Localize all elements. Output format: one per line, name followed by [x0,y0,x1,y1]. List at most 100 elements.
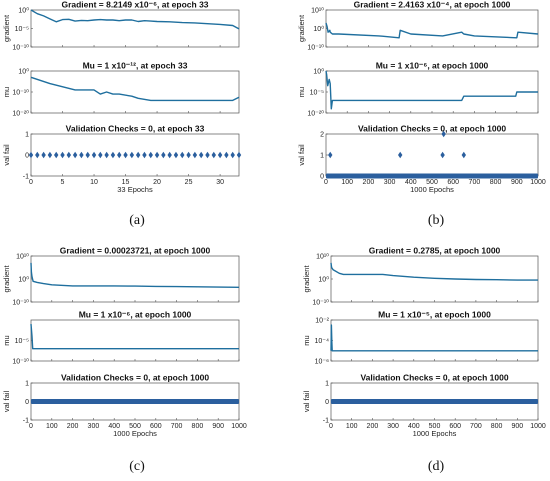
validation-marker [205,151,210,159]
x-tick-label: 0 [29,423,33,430]
panel-label: (a) [129,213,145,228]
x-tick-label: 800 [192,423,204,430]
validation-marker [91,151,97,159]
subplot-validation: Validation Checks = 0, at epoch 1000 val … [302,373,546,439]
y-tick-label: -1 [23,174,29,181]
subplot-mu: Mu = 1 x10⁻⁵, at epoch 1000 mu 10⁻² 10⁻⁴ 10⁻… [302,310,539,366]
subplot-title: Gradient = 2.4163 x10⁻⁴, at epoch 1000 [354,0,511,10]
validation-marker-band [31,399,239,404]
x-tick-label: 800 [491,423,503,430]
x-tick-label: 300 [387,423,399,430]
series-line-gradient [30,9,240,30]
validation-marker [161,151,166,159]
y-axis-label: gradient [297,14,306,42]
subplot-title: Validation Checks = 0, at epoch 1000 [360,373,508,383]
y-axis-label: mu [2,335,11,345]
y-tick-label: 10⁻¹⁰ [12,44,29,52]
validation-marker [148,151,153,159]
x-tick-label: 900 [212,423,224,430]
y-tick-label: 2 [320,132,324,139]
subplot-title: Mu = 1 x10⁻⁶, at epoch 1000 [79,310,192,320]
validation-marker-band [331,399,538,404]
y-tick-label: 10¹⁰ [16,253,29,261]
y-tick-label: 0 [320,174,324,181]
subplot-mu: Mu = 1 x10⁻¹², at epoch 33 mu 10⁰ 10⁻¹⁰ 10⁻²… [2,61,240,118]
x-tick-label: 200 [67,423,79,430]
subplot-title: Validation Checks = 0, at epoch 1000 [61,373,209,383]
y-tick-label: 10⁻¹⁰ [12,89,29,97]
x-tick-label: 500 [129,423,141,430]
x-tick-label: 100 [46,423,58,430]
x-tick-label: 30 [216,179,224,186]
y-tick-label: 1 [320,153,324,160]
series-line-gradient [325,22,539,39]
validation-marker [230,151,235,159]
subplot-title: Mu = 1 x10⁻¹², at epoch 33 [83,61,188,71]
x-tick-label: 1000 [530,423,546,430]
x-tick-label: 1000 [231,423,247,430]
x-tick-label: 15 [122,179,130,186]
validation-marker [28,151,34,159]
x-axis-label: 1000 Epochs [410,185,454,194]
validation-marker [129,151,135,159]
validation-marker [398,151,403,159]
chart-panel-b: Gradient = 2.4163 x10⁻⁴, at epoch 1000 gr… [297,0,546,228]
validation-marker [154,151,160,159]
y-tick-label: 0 [25,153,29,160]
x-tick-label: 400 [408,423,420,430]
axes-frame [325,9,539,48]
subplot-gradient: Gradient = 8.2149 x10⁻⁶, at epoch 33 grad… [2,0,240,52]
validation-marker [135,151,141,159]
x-tick-label: 200 [363,179,375,186]
validation-marker [461,151,466,159]
y-tick-label: 10⁻²⁰ [12,110,29,118]
y-tick-label: 0 [325,399,329,406]
validation-marker [117,151,122,159]
axes-frame [325,133,539,177]
validation-marker [224,151,229,159]
x-tick-label: 600 [447,179,459,186]
series-line-mu [325,70,538,110]
x-tick-label: 700 [171,423,183,430]
validation-marker [186,151,191,159]
y-axis-label: val fail [297,144,306,166]
y-tick-label: 10⁻⁵ [310,90,324,97]
x-axis-label: 33 Epochs [117,185,153,194]
chart-panel-d: Gradient = 0.2785, at epoch 1000 gradient… [302,246,546,475]
validation-marker [98,151,103,159]
x-tick-label: 0 [29,179,33,186]
subplot-mu: Mu = 1 x10⁻⁶, at epoch 1000 mu 10⁻⁵ 10⁻¹⁰ [2,310,240,366]
validation-marker [217,151,223,159]
series-line-mu [30,76,240,102]
subplot-gradient: Gradient = 0.00023721, at epoch 1000 grad… [2,246,240,307]
subplot-title: Gradient = 0.2785, at epoch 1000 [369,246,501,256]
y-tick-label: 1 [325,381,329,388]
subplot-mu: Mu = 1 x10⁻⁶, at epoch 1000 mu 10⁰ 10⁻⁵ 10⁻²… [297,61,539,118]
validation-marker [47,151,53,159]
x-tick-label: 400 [108,423,120,430]
y-axis-label: mu [302,335,311,345]
y-tick-label: 10⁻² [315,318,329,325]
y-tick-label: 10⁻⁶ [315,359,329,366]
x-tick-label: 0 [324,179,328,186]
x-tick-label: 600 [449,423,461,430]
y-tick-label: -1 [23,418,29,425]
x-tick-label: 1000 [530,179,546,186]
validation-marker [72,151,78,159]
validation-marker [236,151,242,159]
x-tick-label: 100 [346,423,358,430]
chart-panel-c: Gradient = 0.00023721, at epoch 1000 grad… [2,246,247,475]
validation-marker [123,151,128,159]
x-axis-label: 1000 Epochs [113,429,157,438]
validation-marker [180,151,185,159]
x-tick-label: 500 [429,423,441,430]
x-tick-label: 700 [470,423,482,430]
y-tick-label: 10⁰ [313,68,324,76]
panel-label: (b) [428,213,445,228]
y-tick-label: -1 [323,418,329,425]
subplot-title: Mu = 1 x10⁻⁶, at epoch 1000 [376,61,489,71]
validation-marker [198,151,204,159]
y-axis-label: mu [297,87,306,97]
x-axis-label: 1000 Epochs [413,429,457,438]
validation-marker [173,151,179,159]
